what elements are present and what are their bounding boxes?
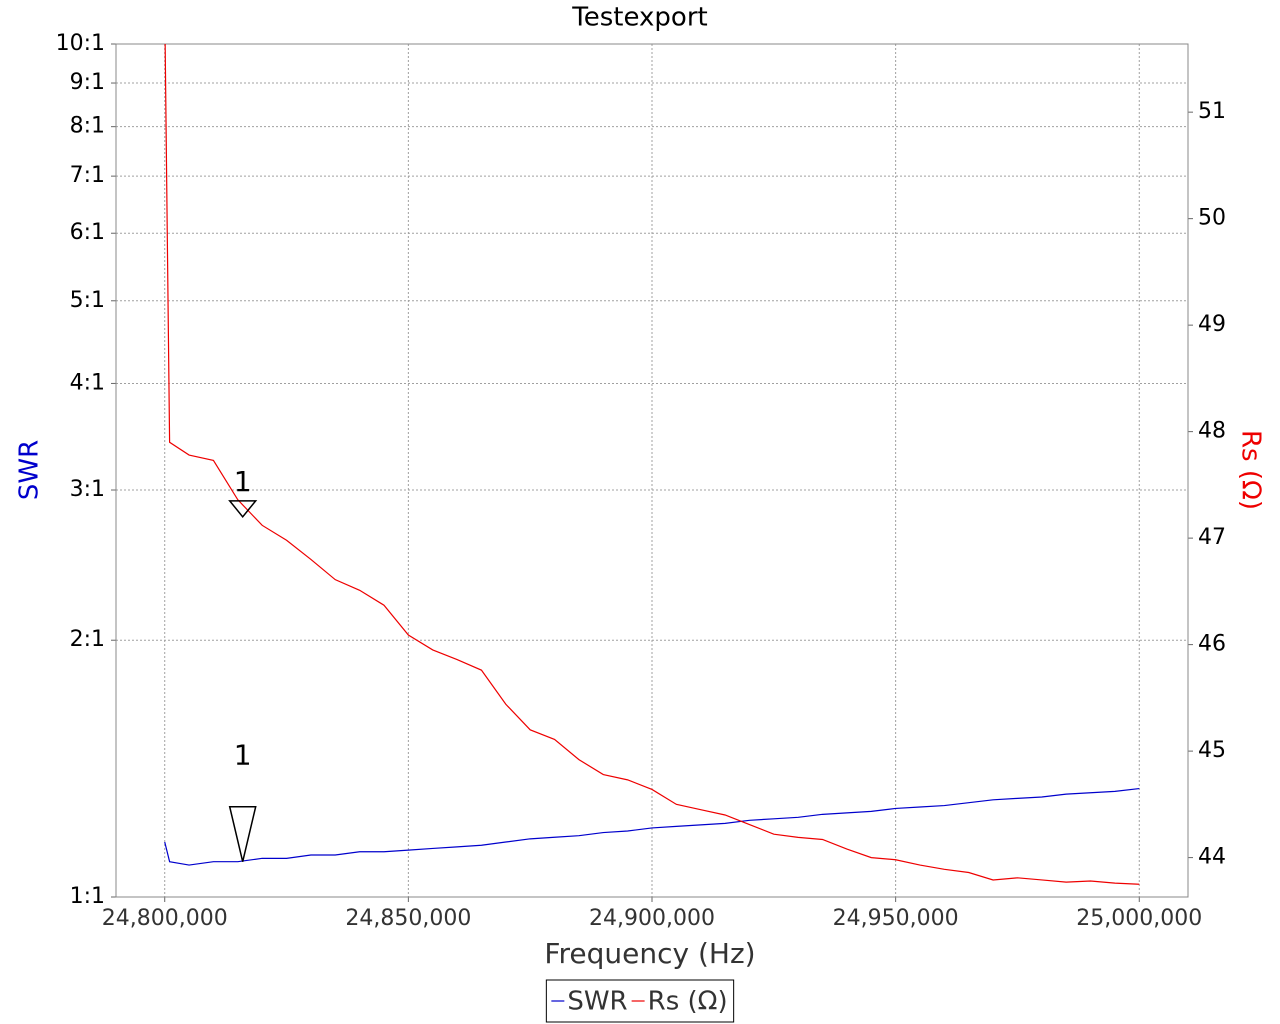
marker [228,805,257,862]
y2-tick-label: 44 [1198,845,1226,870]
series-line [164,44,1140,885]
y-tick-label: 9:1 [70,70,105,95]
plot-border [115,43,1189,898]
y-tick-label: 5:1 [70,288,105,313]
y-tick-label: 6:1 [70,220,105,245]
y2-tick-label: 49 [1198,312,1226,337]
y2-tick-label: 50 [1198,206,1226,231]
y-tick-label: 4:1 [70,370,105,395]
x-tick-label: 25,000,000 [1076,906,1202,931]
marker-label: 1 [234,739,252,772]
x-tick-label: 24,950,000 [833,906,959,931]
marker [228,500,258,519]
y-tick-label: 2:1 [70,627,105,652]
chart-title: Testexport [571,3,707,33]
legend-label: Rs (Ω) [648,987,728,1017]
legend-label: SWR [567,987,627,1017]
y-tick-label: 10:1 [56,31,105,56]
y-tick-label: 8:1 [70,114,105,139]
y-axis-label: SWR [15,440,45,500]
x-tick-label: 24,850,000 [345,906,471,931]
legend: SWR Rs (Ω) [545,979,735,1023]
y-tick-label: 7:1 [70,163,105,188]
y2-tick-label: 48 [1198,419,1226,444]
plot-background [116,44,1188,897]
series-line [164,787,1140,866]
x-tick-label: 24,900,000 [589,906,715,931]
x-axis-label: Frequency (Hz) [544,937,755,970]
y2-tick-label: 46 [1198,632,1226,657]
y-tick-label: 3:1 [70,477,105,502]
plot-area [164,44,1140,885]
x-tick-label: 24,800,000 [102,906,228,931]
y2-tick-label: 47 [1198,525,1226,550]
y2-axis-label: Rs (Ω) [1236,430,1266,510]
y2-tick-label: 45 [1198,738,1226,763]
y-tick-label: 1:1 [70,884,105,909]
y2-tick-label: 51 [1198,99,1226,124]
marker-label: 1 [234,465,252,498]
